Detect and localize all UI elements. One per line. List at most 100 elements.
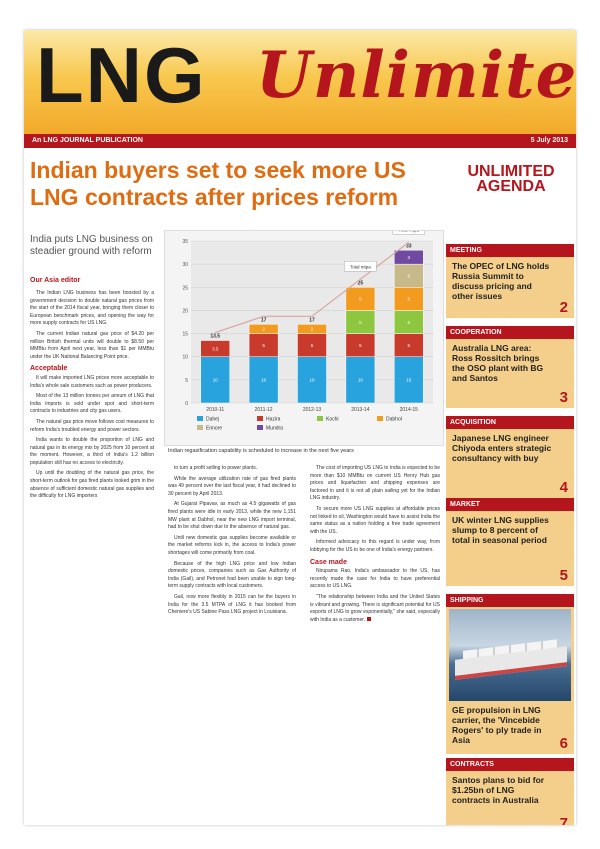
data-label: 5 bbox=[408, 297, 411, 302]
agenda-title: UNLIMITED AGENDA bbox=[467, 163, 555, 195]
agenda-teaser: Australia LNG area: Ross Rossitch brings… bbox=[452, 343, 544, 383]
data-label: 10 bbox=[213, 378, 219, 383]
total-label: 33 bbox=[406, 243, 412, 249]
paragraph: It will make imported LNG prices more ac… bbox=[30, 374, 154, 389]
legend-swatch bbox=[257, 425, 263, 430]
kicker: India puts LNG business on steadier grou… bbox=[30, 234, 153, 257]
annotation-label: Total mtpa bbox=[350, 264, 371, 269]
legend-label: Dabhol bbox=[386, 417, 402, 423]
article-column-3: The cost of importing US LNG to India is… bbox=[310, 465, 440, 820]
legend-label: Kochi bbox=[326, 417, 339, 423]
y-tick-label: 5 bbox=[185, 378, 188, 384]
paragraph: At Gujarat Pipavav, as much as 4.5 gigaw… bbox=[168, 501, 296, 531]
bar-segment bbox=[394, 250, 424, 265]
legend-swatch bbox=[377, 416, 383, 421]
paragraph: India wants to double the proportion of … bbox=[30, 437, 154, 466]
legend-label: Ennore bbox=[206, 426, 222, 432]
agenda-item-market[interactable]: MARKET UK winter LNG supplies slump to 8… bbox=[446, 498, 574, 586]
data-label: 10 bbox=[309, 378, 315, 383]
total-label: 25 bbox=[358, 280, 364, 286]
headline: Indian buyers set to seek more US LNG co… bbox=[30, 157, 406, 210]
agenda-item-shipping[interactable]: SHIPPING GE propulsion in LNG carrier, t… bbox=[446, 594, 574, 754]
legend-label: Hazira bbox=[266, 417, 281, 423]
data-label: 10 bbox=[358, 378, 364, 383]
legend-label: Dahej bbox=[206, 417, 219, 423]
page-number: 5 bbox=[559, 567, 568, 584]
total-label: 13.5 bbox=[210, 334, 220, 340]
data-label: 10 bbox=[406, 378, 412, 383]
issue-date: 5 July 2013 bbox=[530, 137, 568, 144]
data-label: 10 bbox=[261, 378, 267, 383]
annotation-box bbox=[344, 261, 377, 272]
data-label: 2 bbox=[262, 327, 265, 332]
newsletter-page: LNG Unlimited An LNG JOURNAL PUBLICATION… bbox=[24, 30, 576, 825]
paragraph: Most of the 13 million tonnes per annum … bbox=[30, 393, 154, 415]
y-tick-label: 35 bbox=[182, 239, 188, 245]
agenda-section-label: MEETING bbox=[446, 244, 574, 257]
legend-swatch bbox=[257, 416, 263, 421]
data-label: 3.5 bbox=[212, 346, 219, 351]
agenda-teaser: GE propulsion in LNG carrier, the 'Vince… bbox=[452, 705, 542, 745]
data-label: 5 bbox=[408, 343, 411, 348]
data-label: 2 bbox=[311, 327, 314, 332]
y-tick-label: 0 bbox=[185, 401, 188, 407]
byline: Our Asia editor bbox=[30, 277, 81, 284]
paragraph: Gail, now more flexibly in 2015 can be t… bbox=[168, 593, 296, 616]
paragraph: Informed advocacy to this regard is unde… bbox=[310, 539, 440, 553]
bar-segment bbox=[297, 356, 327, 404]
bar-segment bbox=[200, 356, 230, 404]
agenda-section-label: COOPERATION bbox=[446, 326, 574, 339]
agenda-teaser: Japanese LNG engineer Chiyoda enters str… bbox=[452, 433, 552, 463]
agenda-section-label: CONTRACTS bbox=[446, 758, 574, 771]
data-label: 5 bbox=[311, 343, 314, 348]
lng-carrier-photo bbox=[449, 609, 571, 701]
publication-name: An LNG JOURNAL PUBLICATION bbox=[32, 137, 143, 144]
paragraph: to turn a profit selling to power plants… bbox=[174, 465, 258, 471]
data-label: 3 bbox=[408, 255, 411, 260]
data-label: 5 bbox=[359, 297, 362, 302]
bar-segment bbox=[345, 356, 376, 404]
y-tick-label: 25 bbox=[182, 285, 188, 291]
end-mark-icon bbox=[367, 616, 372, 621]
bar-segment bbox=[248, 324, 279, 334]
bar-segment bbox=[200, 340, 230, 357]
legend-swatch bbox=[197, 425, 203, 430]
data-label: 5 bbox=[408, 320, 411, 325]
page-number: 4 bbox=[559, 479, 568, 496]
total-label: 17 bbox=[261, 317, 267, 323]
page-number: 2 bbox=[559, 299, 568, 316]
article-column-1: The Indian LNG business has been boosted… bbox=[30, 290, 154, 820]
paragraph: The cost of importing US LNG to India is… bbox=[310, 465, 440, 502]
x-tick-label: 2013-14 bbox=[351, 407, 370, 413]
total-label: 17 bbox=[309, 317, 315, 323]
masthead: LNG Unlimited bbox=[24, 30, 576, 134]
paragraph: Because of the high LNG price and low In… bbox=[168, 560, 296, 590]
regas-capacity-chart: 0 5 10 15 20 25 30 35 10 3.5 13.5 2010-11 10 5 2 17 2011… bbox=[164, 224, 444, 446]
article-column-2: to turn a profit selling to power plants… bbox=[168, 465, 296, 820]
page-number: 3 bbox=[559, 389, 568, 406]
paragraph: The natural gas price move follows cost … bbox=[30, 418, 154, 433]
agenda-section-label: ACQUISITION bbox=[446, 416, 574, 429]
y-tick-label: 10 bbox=[182, 355, 188, 361]
agenda-item-contracts[interactable]: CONTRACTS Santos plans to bid for $1.25b… bbox=[446, 758, 574, 825]
logo-lng: LNG bbox=[36, 31, 207, 119]
agenda-teaser: UK winter LNG supplies slump to 8 percen… bbox=[452, 515, 549, 545]
data-label: 5 bbox=[262, 343, 265, 348]
paragraph: Up until the doubling of the natural gas… bbox=[30, 470, 154, 500]
agenda-teaser: Santos plans to bid for $1.25bn of LNG c… bbox=[452, 775, 545, 805]
subheading: Case made bbox=[310, 558, 347, 566]
bar-segment bbox=[297, 324, 327, 334]
agenda-item-acquisition[interactable]: ACQUISITION Japanese LNG engineer Chiyod… bbox=[446, 416, 574, 498]
annotation-label: Total mtpa bbox=[398, 231, 419, 232]
data-label: 5 bbox=[408, 274, 411, 279]
agenda-item-cooperation[interactable]: COOPERATION Australia LNG area: Ross Ros… bbox=[446, 326, 574, 408]
paragraph: Until new domestic gas supplies become a… bbox=[168, 534, 296, 556]
agenda-item-meeting[interactable]: MEETING The OPEC of LNG holds Russia Sum… bbox=[446, 244, 574, 318]
y-tick-label: 30 bbox=[182, 262, 188, 268]
chart-caption: Indian regasification capability is sche… bbox=[168, 448, 354, 454]
x-tick-label: 2012-13 bbox=[303, 407, 322, 413]
agenda-section-label: MARKET bbox=[446, 498, 574, 511]
legend-swatch bbox=[197, 416, 203, 421]
agenda-sidebar: UNLIMITED AGENDA MEETING The OPEC of LNG… bbox=[446, 160, 574, 825]
page-number: 7 bbox=[559, 815, 568, 825]
